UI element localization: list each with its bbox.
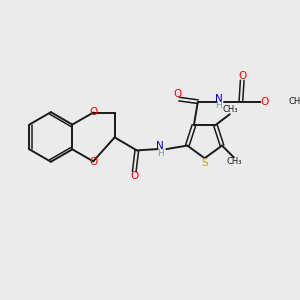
Text: O: O (174, 89, 182, 99)
Text: O: O (130, 172, 138, 182)
Text: N: N (156, 142, 164, 152)
Text: S: S (201, 158, 208, 168)
Text: O: O (238, 70, 246, 81)
Text: O: O (89, 107, 98, 117)
Text: CH₃: CH₃ (226, 157, 242, 166)
Text: H: H (215, 101, 222, 110)
Text: N: N (215, 94, 223, 103)
Text: CH₃: CH₃ (222, 105, 238, 114)
Text: CH₃: CH₃ (288, 97, 300, 106)
Text: O: O (90, 157, 98, 166)
Text: O: O (261, 97, 269, 107)
Text: H: H (157, 148, 164, 158)
